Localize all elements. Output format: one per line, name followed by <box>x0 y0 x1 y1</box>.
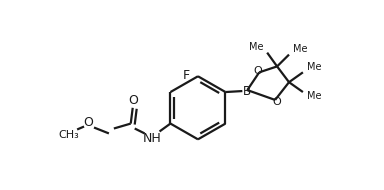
Text: CH₃: CH₃ <box>59 130 79 140</box>
Text: O: O <box>273 97 281 107</box>
Text: B: B <box>243 85 252 97</box>
Text: NH: NH <box>143 132 162 145</box>
Text: Me: Me <box>307 91 321 101</box>
Text: O: O <box>128 94 137 107</box>
Text: Me: Me <box>249 42 263 52</box>
Text: O: O <box>254 66 263 76</box>
Text: Me: Me <box>307 62 321 72</box>
Text: O: O <box>83 116 93 129</box>
Text: Me: Me <box>293 44 308 54</box>
Text: F: F <box>182 69 190 82</box>
